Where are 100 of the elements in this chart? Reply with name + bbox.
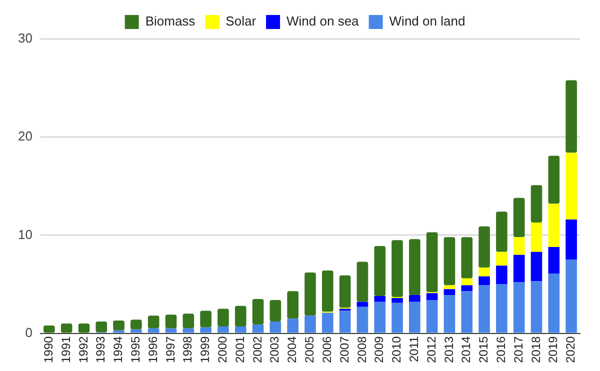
- bar: [356, 302, 368, 307]
- bar: [444, 285, 456, 290]
- bar: [530, 252, 542, 282]
- x-tick-label: 1996: [146, 336, 160, 364]
- bar: [270, 300, 282, 322]
- x-tick-label: 2004: [285, 336, 300, 364]
- bar: [548, 204, 560, 247]
- bar: [530, 185, 542, 222]
- x-tick-label: 2008: [354, 336, 369, 364]
- bar: [513, 282, 525, 333]
- x-tick-label: 2013: [442, 336, 456, 364]
- bar: [339, 310, 351, 333]
- y-tick-label: 0: [25, 324, 32, 340]
- bar: [218, 308, 229, 326]
- bar: [130, 329, 142, 333]
- bar: [478, 226, 490, 268]
- x-tick-label: 2020: [564, 336, 578, 364]
- x-tick-label: 1998: [180, 336, 195, 364]
- legend-label: Solar: [226, 14, 257, 29]
- bar: [478, 285, 490, 333]
- legend-label: Wind on land: [389, 14, 466, 29]
- bar: [548, 273, 560, 333]
- x-tick-label: 2011: [406, 336, 421, 362]
- bar: [530, 222, 542, 252]
- x-tick-label: 2014: [459, 336, 474, 364]
- x-tick-label: 2000: [216, 336, 230, 364]
- bar: [374, 302, 386, 333]
- bar: [392, 298, 403, 303]
- x-tick-label: 1991: [58, 336, 73, 364]
- bar: [339, 275, 351, 308]
- bar: [426, 293, 438, 300]
- bar: [444, 295, 456, 333]
- bar: [513, 237, 525, 255]
- bar: [461, 237, 473, 278]
- bar: [252, 298, 264, 324]
- y-tick-label: 20: [18, 128, 32, 144]
- bar: [566, 260, 577, 333]
- bar: [130, 320, 142, 330]
- bar: [113, 330, 124, 333]
- bar: [356, 262, 368, 302]
- bar: [426, 232, 438, 292]
- bar: [496, 284, 508, 333]
- x-tick-label: 2016: [494, 336, 508, 364]
- bar: [200, 310, 212, 328]
- x-tick-label: 2007: [337, 336, 352, 364]
- bar: [409, 239, 420, 296]
- bar: [444, 237, 456, 286]
- x-tick-label: 1995: [128, 336, 142, 364]
- x-tick-label: 1999: [198, 336, 212, 364]
- bar: [530, 281, 542, 333]
- bar: [548, 156, 560, 204]
- x-tick-label: 2012: [424, 336, 438, 364]
- bar: [148, 316, 160, 328]
- bar: [182, 328, 194, 333]
- x-tick-label: 2003: [268, 336, 282, 364]
- bar: [496, 252, 508, 266]
- bar: [409, 295, 420, 302]
- bar: [270, 322, 282, 333]
- bar: [461, 285, 473, 292]
- x-tick-label: 2002: [250, 336, 264, 364]
- bar: [252, 324, 264, 333]
- bar: [322, 270, 334, 312]
- bar: [513, 254, 525, 282]
- bar: [392, 302, 403, 333]
- x-tick-label: 2005: [302, 336, 317, 364]
- x-tick-label: 2009: [372, 336, 386, 364]
- bar: [513, 198, 525, 238]
- bar: [234, 306, 246, 326]
- bar: [356, 306, 368, 333]
- bar: [392, 240, 403, 298]
- bar: [200, 327, 212, 333]
- x-tick-label: 1997: [163, 336, 178, 364]
- bar: [113, 320, 124, 330]
- x-tick-label: 2019: [546, 336, 560, 364]
- x-tick-label: 2010: [390, 336, 404, 364]
- bar: [148, 328, 160, 333]
- x-tick-label: 2001: [232, 336, 247, 364]
- bar: [322, 312, 334, 333]
- bar: [374, 246, 386, 296]
- bar: [409, 302, 420, 333]
- bar: [287, 318, 298, 333]
- x-tick-label: 2017: [511, 336, 526, 364]
- bar: [478, 276, 490, 286]
- bar: [96, 322, 108, 332]
- bar: [444, 289, 456, 296]
- legend-label: Biomass: [145, 14, 196, 29]
- y-tick-label: 30: [18, 30, 32, 46]
- bar: [461, 291, 473, 333]
- bar: [566, 220, 577, 260]
- x-tick-label: 2015: [476, 336, 491, 364]
- x-tick-label: 1992: [76, 336, 90, 364]
- bar: [304, 316, 316, 333]
- bar: [234, 326, 246, 333]
- bar: [287, 291, 298, 319]
- bar: [165, 314, 177, 328]
- bar: [182, 314, 194, 328]
- bar: [461, 278, 473, 286]
- bar: [374, 296, 386, 302]
- bar: [566, 152, 577, 220]
- bar: [566, 80, 577, 153]
